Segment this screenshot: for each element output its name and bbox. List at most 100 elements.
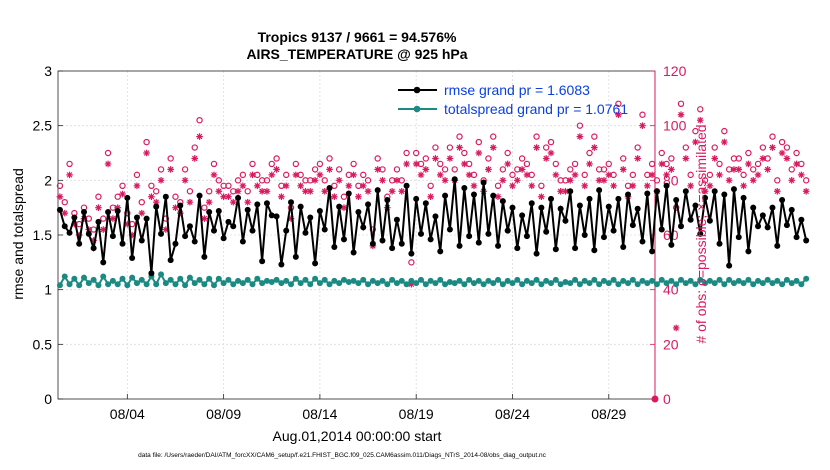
obs-possible-point <box>61 198 68 206</box>
totalspread-point <box>393 280 400 287</box>
rmse-point <box>759 212 766 219</box>
obs-possible-point <box>196 116 203 124</box>
obs-assimilated-point <box>340 204 348 211</box>
totalspread-point <box>355 280 362 287</box>
chart-title-line2: AIRS_TEMPERATURE @ 925 hPa <box>246 46 467 62</box>
obs-assimilated-point <box>485 166 492 173</box>
totalspread-point <box>422 281 429 288</box>
totalspread-point <box>109 277 116 284</box>
obs-assimilated-point <box>302 187 309 195</box>
rmse-point <box>783 222 790 229</box>
obs-assimilated-point <box>562 187 569 195</box>
obs-assimilated-point <box>66 171 73 179</box>
rmse-point <box>730 186 737 193</box>
obs-possible-point <box>759 144 767 151</box>
totalspread-point <box>475 277 482 284</box>
totalspread-point <box>225 276 232 283</box>
obs-assimilated-point <box>186 198 194 206</box>
rmse-point <box>230 223 237 230</box>
obs-possible-point <box>114 193 121 200</box>
rmse-point <box>345 190 352 197</box>
obs-possible-point <box>316 160 324 168</box>
rmse-point <box>249 227 256 234</box>
totalspread-point <box>755 277 762 284</box>
totalspread-point <box>798 281 805 288</box>
rmse-point <box>244 206 251 213</box>
rmse-point <box>158 230 165 237</box>
totalspread-point <box>586 280 593 287</box>
obs-possible-point <box>615 100 622 108</box>
obs-assimilated-point <box>514 177 521 184</box>
obs-assimilated-point <box>215 187 223 195</box>
rmse-point <box>186 223 193 230</box>
rmse-point <box>581 232 588 238</box>
rmse-point <box>321 226 328 233</box>
rmse-point <box>379 237 386 244</box>
totalspread-point <box>408 277 415 284</box>
obs-possible-point <box>441 166 449 173</box>
obs-assimilated-point <box>499 177 507 184</box>
obs-assimilated-point <box>658 160 666 168</box>
rmse-point <box>567 188 574 195</box>
rmse-point <box>548 195 555 202</box>
totalspread-point <box>418 276 425 283</box>
obs-possible-point <box>66 160 73 168</box>
rmse-point <box>615 195 622 202</box>
obs-assimilated-point <box>740 182 747 190</box>
totalspread-point <box>658 276 665 283</box>
obs-assimilated-point <box>61 209 69 217</box>
totalspread-point <box>432 280 439 287</box>
rmse-point <box>480 179 487 186</box>
obs-assimilated-point <box>157 177 165 184</box>
obs-assimilated-point <box>210 171 218 179</box>
rmse-point <box>201 253 208 260</box>
obs-assimilated-point <box>128 231 136 239</box>
rmse-point <box>697 230 704 237</box>
obs-assimilated-point <box>331 193 338 201</box>
obs-possible-point <box>393 166 401 173</box>
rmse-point <box>437 248 444 255</box>
totalspread-point <box>783 276 790 283</box>
totalspread-point <box>702 280 709 287</box>
rmse-point <box>133 214 140 221</box>
y-tick-label-left: 2.5 <box>33 118 53 134</box>
rmse-point <box>66 229 73 236</box>
rmse-point <box>331 244 338 251</box>
rmse-point <box>418 230 425 237</box>
rmse-point <box>374 187 381 194</box>
totalspread-point <box>548 280 555 287</box>
rmse-point <box>451 176 458 183</box>
totalspread-point <box>129 274 136 281</box>
rmse-point <box>514 245 521 252</box>
rmse-point <box>350 249 357 256</box>
obs-possible-point <box>350 160 357 168</box>
obs-assimilated-point <box>489 144 497 151</box>
totalspread-point <box>711 280 718 287</box>
rmse-point <box>109 233 116 240</box>
obs-assimilated-point <box>398 187 406 195</box>
obs-possible-point <box>721 127 728 135</box>
rmse-point <box>735 234 742 241</box>
rmse-point <box>393 216 400 223</box>
totalspread-point <box>750 281 757 288</box>
rmse-point <box>461 184 468 191</box>
obs-possible-point <box>437 160 444 168</box>
rmse-point <box>610 227 617 234</box>
obs-possible-point <box>668 155 675 162</box>
totalspread-point <box>528 280 535 287</box>
rmse-point <box>196 192 203 199</box>
totalspread-point <box>692 281 699 288</box>
obs-assimilated-point <box>244 198 251 206</box>
obs-assimilated-point <box>229 198 237 206</box>
obs-possible-point <box>605 160 612 168</box>
totalspread-point <box>726 276 733 283</box>
obs-possible-point <box>249 160 256 168</box>
rmse-point <box>605 203 612 210</box>
rmse-point <box>673 197 680 204</box>
obs-assimilated-point <box>379 177 386 184</box>
totalspread-point <box>263 277 270 284</box>
obs-assimilated-point <box>422 166 430 173</box>
totalspread-point <box>552 276 559 283</box>
x-tick-label: 08/04 <box>110 406 145 422</box>
obs-possible-point <box>225 182 232 189</box>
